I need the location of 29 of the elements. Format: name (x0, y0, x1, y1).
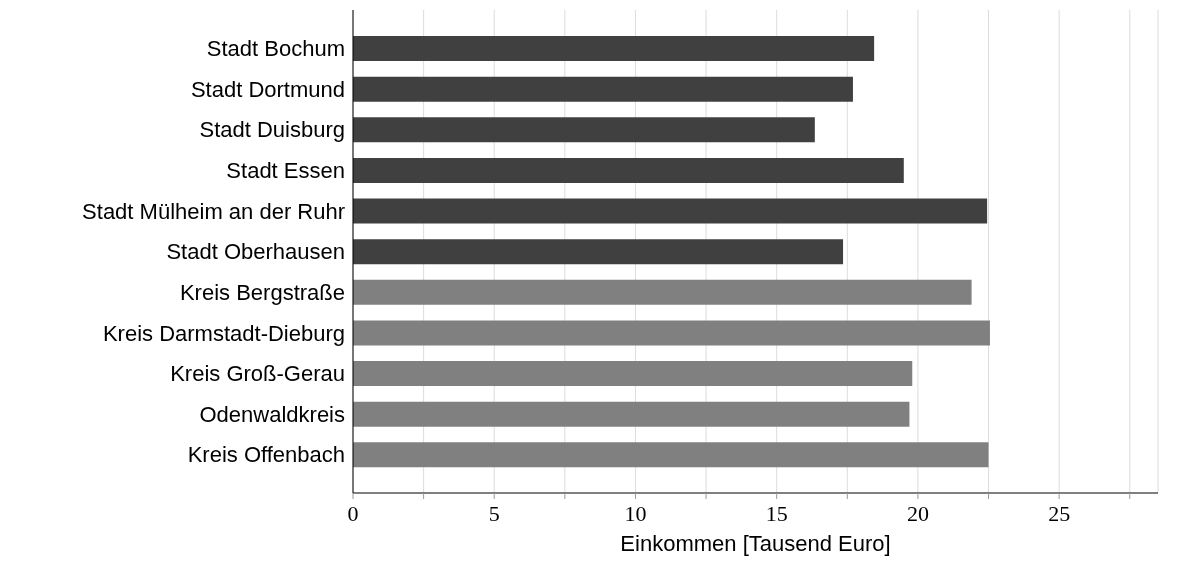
x-axis-title: Einkommen [Tausend Euro] (620, 531, 891, 556)
x-tick-label: 10 (624, 500, 647, 526)
x-tick-label: 0 (347, 500, 359, 526)
y-tick-label: Stadt Bochum (206, 36, 345, 62)
bar (353, 198, 988, 224)
x-tick-label: 15 (765, 500, 788, 526)
x-tick-label: 20 (906, 500, 929, 526)
y-tick-label: Kreis Bergstraße (179, 279, 345, 305)
bar (353, 442, 989, 468)
x-tick-label: 25 (1048, 500, 1071, 526)
bar (353, 279, 972, 305)
y-tick-label: Kreis Offenbach (187, 442, 345, 468)
y-tick-label: Stadt Oberhausen (166, 239, 345, 265)
y-tick-label: Stadt Dortmund (190, 76, 345, 102)
x-tick-label: 5 (488, 500, 500, 526)
bar (353, 361, 913, 387)
y-tick-label: Kreis Darmstadt-Dieburg (102, 320, 345, 346)
bar (353, 320, 990, 346)
y-tick-label: Kreis Groß-Gerau (170, 361, 345, 387)
y-tick-label: Stadt Mülheim an der Ruhr (82, 198, 345, 224)
bar (353, 157, 904, 183)
bar (353, 117, 815, 143)
y-tick-label: Stadt Duisburg (199, 117, 345, 143)
bar (353, 36, 875, 61)
bar (353, 401, 910, 427)
bar (353, 76, 853, 102)
y-tick-label: Stadt Essen (226, 158, 345, 184)
bar (353, 239, 844, 265)
y-tick-label: Odenwaldkreis (199, 401, 345, 427)
